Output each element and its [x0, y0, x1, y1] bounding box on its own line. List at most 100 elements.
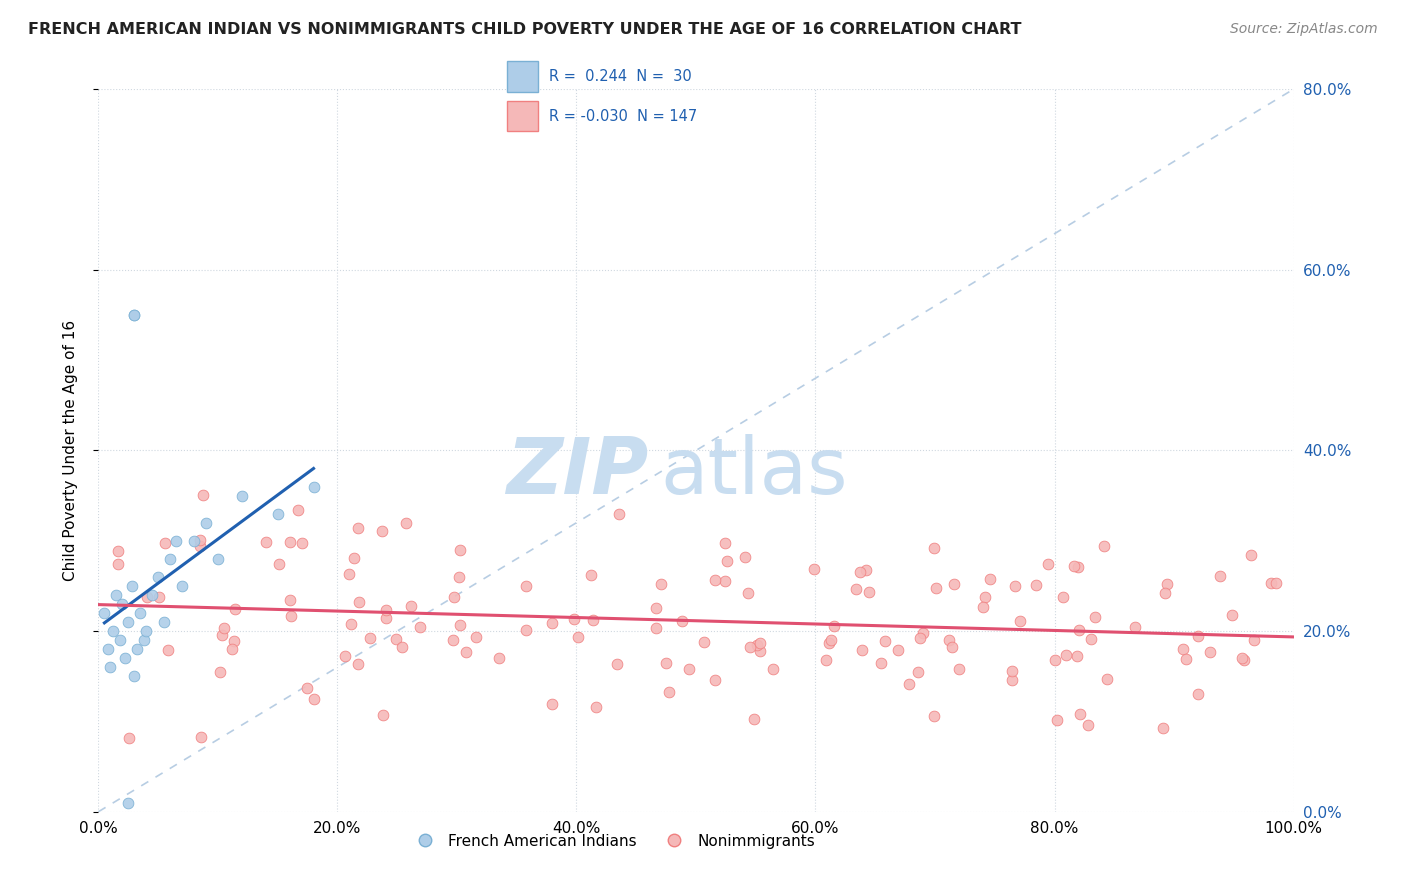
Point: [108, 633, 131, 648]
Point: [814, 653, 837, 667]
Point: [1077, 718, 1099, 732]
Point: [132, 633, 155, 648]
Point: [111, 597, 134, 611]
Point: [737, 585, 759, 599]
Point: [1046, 714, 1069, 728]
Point: [287, 503, 309, 517]
Point: [399, 599, 422, 613]
Point: [121, 579, 143, 593]
Point: [748, 644, 770, 658]
Point: [97, 642, 120, 657]
Point: [195, 516, 218, 530]
Legend: French American Indians, Nonimmigrants: French American Indians, Nonimmigrants: [404, 828, 821, 855]
Point: [693, 635, 716, 649]
Point: [678, 662, 700, 676]
Text: R =  0.244  N =  30: R = 0.244 N = 30: [548, 69, 692, 84]
Point: [118, 731, 141, 745]
Point: [465, 630, 488, 644]
Point: [441, 632, 464, 647]
Point: [1067, 624, 1090, 638]
Point: [762, 662, 785, 676]
Point: [851, 643, 873, 657]
Point: [1156, 577, 1178, 591]
Point: [304, 692, 326, 706]
Point: [747, 638, 769, 652]
Point: [749, 636, 772, 650]
Point: [374, 603, 396, 617]
Point: [117, 796, 139, 810]
Point: [922, 709, 945, 723]
Point: [1243, 632, 1265, 647]
Point: [114, 651, 136, 665]
FancyBboxPatch shape: [508, 101, 538, 131]
Point: [579, 568, 602, 582]
Point: [943, 577, 966, 591]
Point: [337, 566, 360, 581]
Point: [803, 562, 825, 576]
Point: [1067, 560, 1090, 574]
Point: [148, 570, 170, 584]
Point: [280, 609, 302, 624]
Point: [343, 551, 366, 566]
Point: [1004, 579, 1026, 593]
Point: [117, 615, 139, 629]
Point: [267, 507, 290, 521]
Point: [655, 656, 678, 670]
Point: [105, 588, 128, 602]
Point: [1036, 558, 1059, 572]
Point: [1001, 673, 1024, 688]
Point: [704, 673, 727, 688]
Point: [581, 613, 603, 627]
Text: R = -0.030  N = 147: R = -0.030 N = 147: [548, 109, 697, 124]
Point: [267, 557, 290, 571]
Point: [908, 631, 931, 645]
Point: [384, 632, 406, 646]
Point: [1240, 548, 1263, 562]
FancyBboxPatch shape: [508, 62, 538, 92]
Point: [191, 488, 214, 502]
Point: [515, 579, 537, 593]
Point: [849, 566, 872, 580]
Point: [644, 621, 666, 635]
Point: [1001, 665, 1024, 679]
Point: [347, 595, 370, 609]
Point: [714, 574, 737, 588]
Point: [716, 554, 738, 568]
Point: [159, 551, 181, 566]
Point: [135, 624, 157, 639]
Point: [873, 633, 896, 648]
Text: ZIP: ZIP: [506, 434, 648, 510]
Point: [1265, 575, 1288, 590]
Point: [172, 579, 194, 593]
Point: [515, 623, 537, 637]
Point: [124, 308, 146, 322]
Point: [443, 591, 465, 605]
Point: [1153, 586, 1175, 600]
Point: [101, 624, 124, 639]
Point: [371, 524, 394, 538]
Point: [125, 642, 148, 657]
Point: [704, 573, 727, 587]
Point: [855, 563, 877, 577]
Point: [1092, 539, 1115, 553]
Point: [290, 536, 312, 550]
Point: [165, 533, 187, 548]
Point: [183, 533, 205, 548]
Point: [190, 730, 212, 744]
Point: [1187, 687, 1209, 701]
Point: [98, 660, 122, 674]
Point: [153, 536, 176, 550]
Point: [897, 677, 920, 691]
Point: [371, 707, 394, 722]
Point: [585, 700, 607, 714]
Point: [188, 539, 211, 553]
Point: [858, 584, 880, 599]
Point: [1209, 569, 1232, 583]
Point: [713, 536, 735, 550]
Point: [974, 590, 997, 604]
Point: [740, 640, 762, 654]
Point: [207, 551, 229, 566]
Point: [254, 534, 277, 549]
Point: [1152, 721, 1174, 735]
Point: [335, 648, 357, 663]
